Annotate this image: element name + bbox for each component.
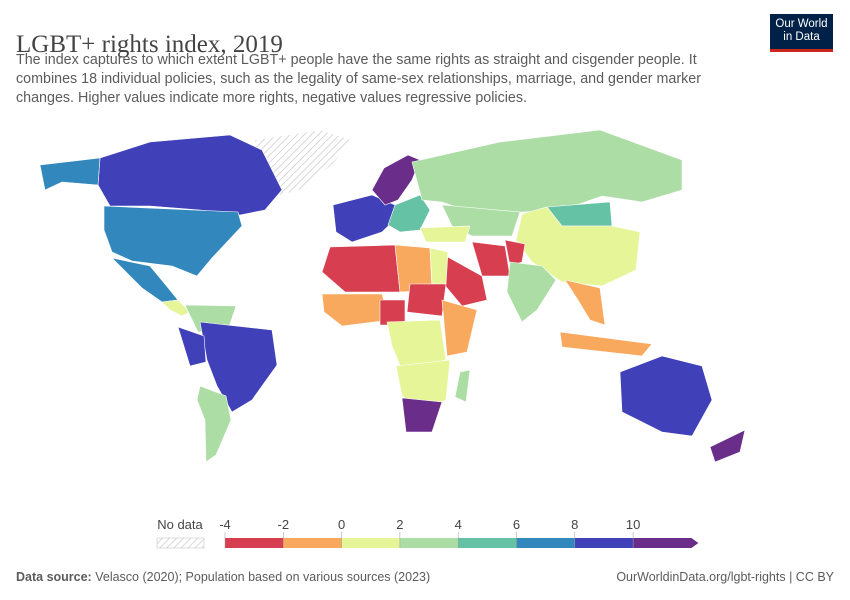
- legend-bin[interactable]: [283, 538, 342, 548]
- country-eastern-europe[interactable]: [387, 194, 431, 233]
- legend-bin[interactable]: [516, 538, 575, 548]
- legend-tick-label: 8: [571, 517, 578, 532]
- country-india[interactable]: [506, 261, 557, 323]
- country-algeria[interactable]: [321, 244, 401, 293]
- legend-no-data-label: No data: [157, 517, 203, 532]
- country-east-africa[interactable]: [441, 299, 478, 357]
- country-australia[interactable]: [619, 355, 713, 437]
- country-indonesia[interactable]: [559, 331, 653, 357]
- legend-no-data-swatch: [156, 537, 205, 549]
- legend-tick-label: 6: [513, 517, 520, 532]
- license-link[interactable]: OurWorldinData.org/lgbt-rights | CC BY: [616, 570, 834, 584]
- legend-bin[interactable]: [633, 538, 699, 548]
- chart-subtitle: The index captures to which extent LGBT+…: [16, 52, 702, 106]
- legend-tick-label: 4: [455, 517, 462, 532]
- data-source: Data source: Velasco (2020); Population …: [16, 570, 430, 584]
- country-new-zealand[interactable]: [709, 429, 746, 463]
- country-peru[interactable]: [177, 326, 207, 367]
- owid-logo[interactable]: Our World in Data: [770, 14, 833, 52]
- country-united-states[interactable]: [103, 205, 243, 277]
- legend-tick-label: 10: [626, 517, 640, 532]
- country-canada[interactable]: [97, 134, 283, 216]
- country-turkey[interactable]: [419, 225, 471, 243]
- country-russia[interactable]: [411, 129, 683, 217]
- country-china[interactable]: [515, 206, 641, 287]
- legend-bin[interactable]: [399, 538, 459, 548]
- legend-tick-label: 0: [338, 517, 345, 532]
- legend-bin[interactable]: [574, 538, 634, 548]
- country-southeast-asia[interactable]: [564, 279, 606, 326]
- country-argentina[interactable]: [196, 385, 232, 463]
- legend-bin[interactable]: [341, 538, 400, 548]
- country-sudan[interactable]: [406, 283, 447, 317]
- country-madagascar[interactable]: [454, 369, 471, 403]
- country-brazil[interactable]: [199, 321, 278, 413]
- legend-bin[interactable]: [225, 538, 284, 548]
- legend-tick-label: 2: [396, 517, 403, 532]
- legend-tick-label: -4: [219, 517, 231, 532]
- source-label: Data source:: [16, 570, 92, 584]
- country-afghanistan[interactable]: [504, 239, 526, 267]
- legend-tick-label: -2: [278, 517, 290, 532]
- chart-title: LGBT+ rights index, 2019: [16, 30, 283, 58]
- country-alaska[interactable]: [39, 157, 101, 191]
- country-west-africa[interactable]: [321, 293, 391, 327]
- legend-bin[interactable]: [458, 538, 517, 548]
- country-south-africa[interactable]: [401, 397, 443, 433]
- source-text: Velasco (2020); Population based on vari…: [95, 570, 431, 584]
- country-central-america[interactable]: [161, 299, 191, 317]
